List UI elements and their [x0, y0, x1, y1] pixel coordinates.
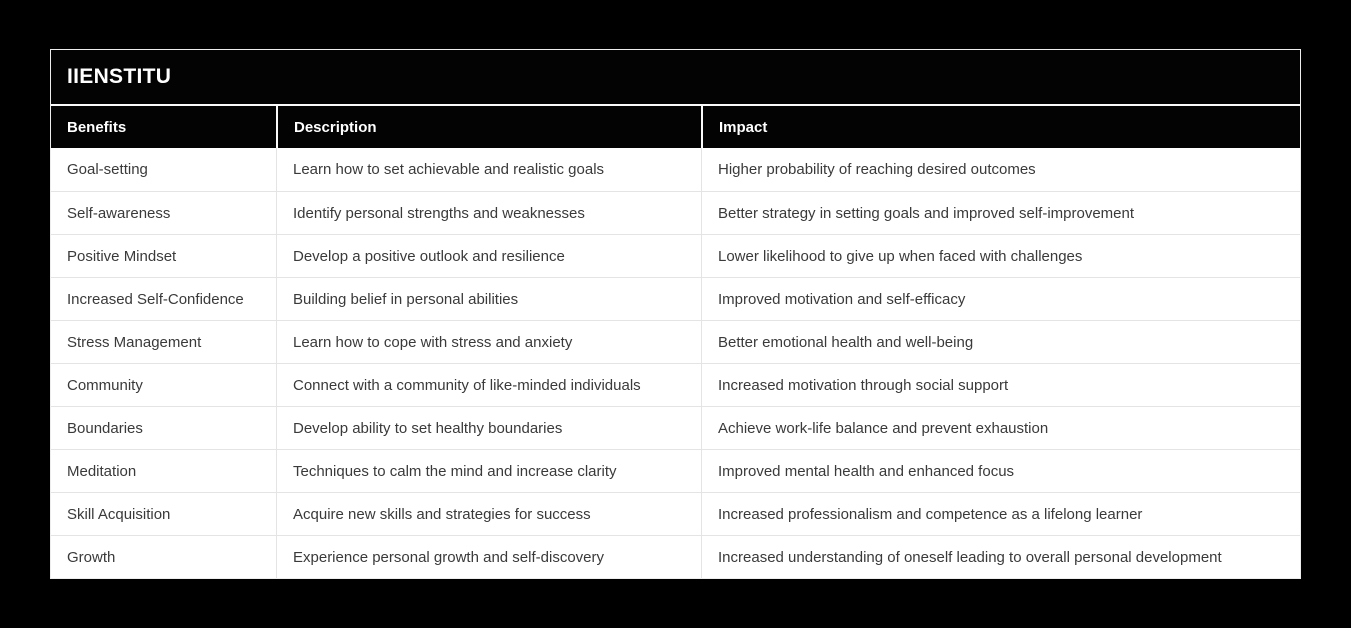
- benefit-cell: Self-awareness: [51, 191, 276, 234]
- impact-cell: Better emotional health and well-being: [701, 320, 1300, 363]
- table-row: Increased Self-Confidence Building belief…: [51, 277, 1300, 320]
- impact-cell: Improved motivation and self-efficacy: [701, 277, 1300, 320]
- table-header-row: Benefits Description Impact: [51, 104, 1300, 148]
- benefit-cell: Community: [51, 363, 276, 406]
- table-row: Self-awareness Identify personal strength…: [51, 191, 1300, 234]
- column-header-impact: Impact: [701, 104, 1300, 148]
- impact-cell: Higher probability of reaching desired o…: [701, 148, 1300, 191]
- table-row: Growth Experience personal growth and sel…: [51, 535, 1300, 578]
- description-cell: Experience personal growth and self-disc…: [276, 535, 701, 578]
- benefit-cell: Meditation: [51, 449, 276, 492]
- benefits-table-card: IIENSTITU Benefits Description Impact Goal…: [50, 49, 1301, 579]
- impact-cell: Increased understanding of oneself leadi…: [701, 535, 1300, 578]
- benefit-cell: Stress Management: [51, 320, 276, 363]
- table-row: Meditation Techniques to calm the mind an…: [51, 449, 1300, 492]
- impact-cell: Achieve work-life balance and prevent ex…: [701, 406, 1300, 449]
- impact-cell: Better strategy in setting goals and imp…: [701, 191, 1300, 234]
- page-title: IIENSTITU: [67, 65, 172, 88]
- benefit-cell: Positive Mindset: [51, 234, 276, 277]
- title-bar: IIENSTITU: [51, 50, 1300, 104]
- benefit-cell: Increased Self-Confidence: [51, 277, 276, 320]
- description-cell: Building belief in personal abilities: [276, 277, 701, 320]
- description-cell: Acquire new skills and strategies for su…: [276, 492, 701, 535]
- benefit-cell: Boundaries: [51, 406, 276, 449]
- benefit-cell: Goal-setting: [51, 148, 276, 191]
- table-body: Goal-setting Learn how to set achievable …: [51, 148, 1300, 578]
- description-cell: Connect with a community of like-minded …: [276, 363, 701, 406]
- description-cell: Develop ability to set healthy boundarie…: [276, 406, 701, 449]
- impact-cell: Increased professionalism and competence…: [701, 492, 1300, 535]
- column-header-benefits: Benefits: [51, 104, 276, 148]
- table-row: Skill Acquisition Acquire new skills and …: [51, 492, 1300, 535]
- benefits-table: Benefits Description Impact Goal-setting Le…: [51, 104, 1300, 578]
- impact-cell: Increased motivation through social supp…: [701, 363, 1300, 406]
- table-row: Community Connect with a community of lik…: [51, 363, 1300, 406]
- table-row: Positive Mindset Develop a positive outlo…: [51, 234, 1300, 277]
- table-row: Goal-setting Learn how to set achievable …: [51, 148, 1300, 191]
- impact-cell: Lower likelihood to give up when faced w…: [701, 234, 1300, 277]
- column-header-description: Description: [276, 104, 701, 148]
- benefit-cell: Skill Acquisition: [51, 492, 276, 535]
- description-cell: Learn how to set achievable and realisti…: [276, 148, 701, 191]
- description-cell: Learn how to cope with stress and anxiet…: [276, 320, 701, 363]
- impact-cell: Improved mental health and enhanced focu…: [701, 449, 1300, 492]
- table-header: Benefits Description Impact: [51, 104, 1300, 148]
- description-cell: Identify personal strengths and weakness…: [276, 191, 701, 234]
- description-cell: Techniques to calm the mind and increase…: [276, 449, 701, 492]
- benefit-cell: Growth: [51, 535, 276, 578]
- table-row: Stress Management Learn how to cope with …: [51, 320, 1300, 363]
- description-cell: Develop a positive outlook and resilienc…: [276, 234, 701, 277]
- table-row: Boundaries Develop ability to set healthy…: [51, 406, 1300, 449]
